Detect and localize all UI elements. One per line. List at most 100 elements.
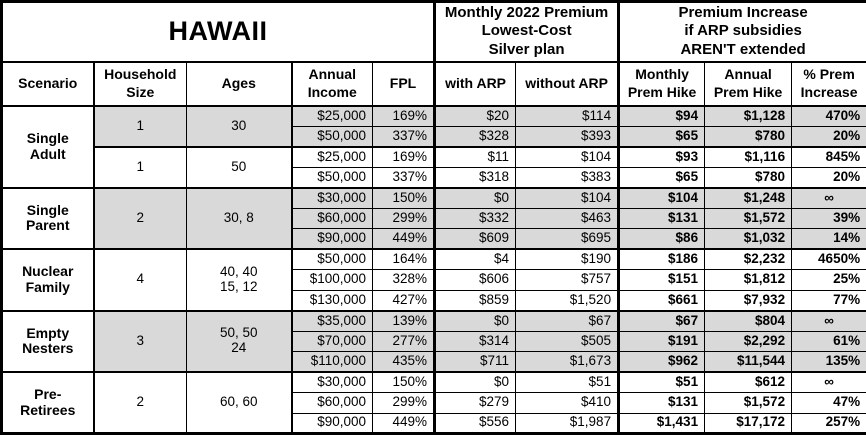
monthly-prem-hike-cell: $151 <box>618 269 706 291</box>
scenario-cell: Single Parent <box>1 186 95 250</box>
annual-income-cell: $30,000 <box>291 371 373 393</box>
pct-prem-increase-cell: 135% <box>791 351 866 373</box>
without-arp-cell: $51 <box>515 371 621 393</box>
with-arp-cell: $332 <box>434 207 517 229</box>
household-size-cell: 2 <box>93 371 187 434</box>
col-header-annual-prem-hike: Annual Prem Hike <box>704 61 793 107</box>
annual-income-cell: $100,000 <box>291 269 373 291</box>
col-header-household-size: Household Size <box>93 61 187 107</box>
with-arp-cell: $606 <box>434 269 517 291</box>
table-row: $70,000 277% $314 $505 $191 $2,292 61% <box>2 330 866 352</box>
with-arp-cell: $314 <box>434 330 517 352</box>
col-header-pct-prem-increase: % Prem Increase <box>791 61 866 107</box>
pct-prem-increase-cell: 470% <box>791 104 866 127</box>
annual-prem-hike-cell: $1,116 <box>704 145 793 168</box>
with-arp-cell: $0 <box>434 371 517 393</box>
table-row: $50,000 337% $328 $393 $65 $780 20% <box>2 125 866 147</box>
annual-income-cell: $25,000 <box>291 145 373 168</box>
with-arp-cell: $11 <box>434 145 517 168</box>
fpl-cell: 299% <box>371 207 437 229</box>
table-row: $90,000 449% $609 $695 $86 $1,032 14% <box>2 228 866 250</box>
ages-cell: 50, 50 24 <box>186 309 293 373</box>
pct-prem-increase-cell: 257% <box>791 412 866 434</box>
column-header-row: Scenario Household Size Ages Annual Inco… <box>1 61 866 107</box>
household-size-cell: 4 <box>93 248 187 311</box>
ages-cell: 60, 60 <box>186 371 293 434</box>
annual-income-cell: $50,000 <box>291 166 373 188</box>
table-row: $90,000 449% $556 $1,987 $1,431 $17,172 257% <box>2 412 866 434</box>
without-arp-cell: $1,987 <box>515 412 621 434</box>
fpl-cell: 328% <box>371 269 437 291</box>
fpl-cell: 139% <box>371 309 437 332</box>
monthly-prem-hike-cell: $65 <box>618 125 706 147</box>
pct-prem-increase-cell: 4650% <box>791 248 866 270</box>
without-arp-cell: $410 <box>515 392 621 414</box>
without-arp-cell: $695 <box>515 228 621 250</box>
table-row: $60,000 299% $279 $410 $131 $1,572 47% <box>2 392 866 414</box>
fpl-cell: 337% <box>371 125 437 147</box>
without-arp-cell: $67 <box>515 309 621 332</box>
household-size-cell: 1 <box>93 145 187 188</box>
col-header-with-arp: with ARP <box>434 61 517 107</box>
annual-prem-hike-cell: $1,812 <box>704 269 793 291</box>
pct-prem-increase-cell: ∞ <box>791 371 866 393</box>
annual-income-cell: $110,000 <box>291 351 373 373</box>
fpl-cell: 169% <box>371 104 437 127</box>
col-header-without-arp: without ARP <box>515 61 621 107</box>
fpl-cell: 449% <box>371 228 437 250</box>
monthly-prem-hike-cell: $661 <box>618 289 706 311</box>
col-header-scenario: Scenario <box>1 61 95 107</box>
fpl-cell: 169% <box>371 145 437 168</box>
increase-group-header: Premium Increase if ARP subsidies AREN'T… <box>618 1 866 63</box>
table-row: Pre- Retirees 2 60, 60 $30,000 150% $0 $51 $51 $… <box>1 371 866 434</box>
monthly-prem-hike-cell: $1,431 <box>618 412 706 434</box>
monthly-prem-hike-cell: $186 <box>618 248 706 270</box>
pct-prem-increase-cell: 47% <box>791 392 866 414</box>
without-arp-cell: $383 <box>515 166 621 188</box>
col-header-annual-income: Annual Income <box>291 61 373 107</box>
fpl-cell: 435% <box>371 351 437 373</box>
monthly-prem-hike-cell: $67 <box>618 309 706 332</box>
table-row: Empty Nesters 3 50, 50 24 $35,000 139% $0 $67 $… <box>1 309 866 373</box>
with-arp-cell: $20 <box>434 104 517 127</box>
annual-prem-hike-cell: $1,248 <box>704 186 793 209</box>
with-arp-cell: $556 <box>434 412 517 434</box>
annual-prem-hike-cell: $17,172 <box>704 412 793 434</box>
fpl-cell: 164% <box>371 248 437 270</box>
without-arp-cell: $114 <box>515 104 621 127</box>
premium-group-header: Monthly 2022 Premium Lowest-Cost Silver … <box>434 1 621 63</box>
ages-cell: 40, 40 15, 12 <box>186 248 293 311</box>
scenario-cell: Single Adult <box>1 104 95 188</box>
annual-income-cell: $50,000 <box>291 125 373 147</box>
monthly-prem-hike-cell: $962 <box>618 351 706 373</box>
monthly-prem-hike-cell: $104 <box>618 186 706 209</box>
monthly-prem-hike-cell: $131 <box>618 392 706 414</box>
with-arp-cell: $4 <box>434 248 517 270</box>
annual-income-cell: $35,000 <box>291 309 373 332</box>
with-arp-cell: $0 <box>434 309 517 332</box>
fpl-cell: 449% <box>371 412 437 434</box>
col-header-ages: Ages <box>186 61 293 107</box>
annual-income-cell: $130,000 <box>291 289 373 311</box>
with-arp-cell: $279 <box>434 392 517 414</box>
fpl-cell: 299% <box>371 392 437 414</box>
annual-income-cell: $70,000 <box>291 330 373 352</box>
annual-income-cell: $50,000 <box>291 248 373 270</box>
table-body: Single Adult 1 30 $25,000 169% $20 $114 $94 $1,1… <box>1 104 866 434</box>
fpl-cell: 337% <box>371 166 437 188</box>
fpl-cell: 150% <box>371 186 437 209</box>
pct-prem-increase-cell: ∞ <box>791 186 866 209</box>
annual-income-cell: $60,000 <box>291 392 373 414</box>
fpl-cell: 150% <box>371 371 437 393</box>
with-arp-cell: $318 <box>434 166 517 188</box>
annual-prem-hike-cell: $1,572 <box>704 392 793 414</box>
annual-prem-hike-cell: $1,128 <box>704 104 793 127</box>
annual-prem-hike-cell: $2,232 <box>704 248 793 270</box>
pct-prem-increase-cell: 14% <box>791 228 866 250</box>
without-arp-cell: $505 <box>515 330 621 352</box>
annual-prem-hike-cell: $780 <box>704 166 793 188</box>
without-arp-cell: $1,673 <box>515 351 621 373</box>
scenario-cell: Pre- Retirees <box>1 371 95 434</box>
annual-income-cell: $60,000 <box>291 207 373 229</box>
